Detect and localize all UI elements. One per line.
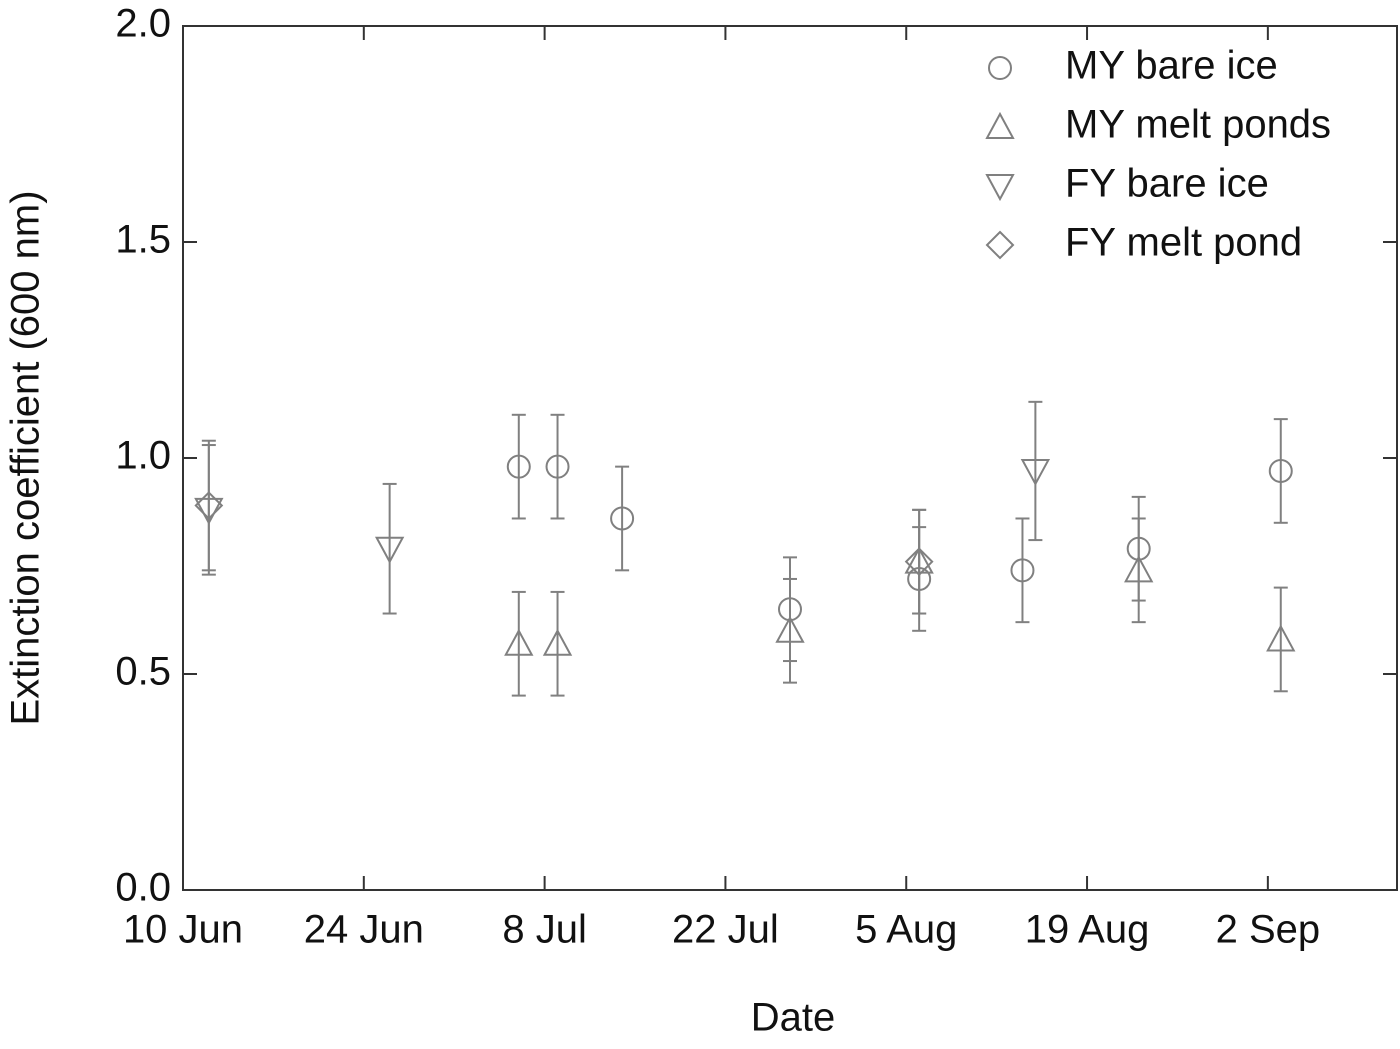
y-tick-label: 1.5 <box>115 218 171 262</box>
marker <box>1124 555 1154 583</box>
marker <box>542 628 573 656</box>
marker <box>904 547 934 577</box>
marker <box>1020 458 1051 487</box>
legend-marker <box>985 230 1015 260</box>
plot-frame <box>182 25 1398 891</box>
legend-label: FY bare ice <box>1065 162 1269 206</box>
x-tick-label: 24 Jun <box>304 908 424 952</box>
marker <box>374 536 405 564</box>
marker <box>775 615 805 643</box>
marker <box>610 506 635 531</box>
marker <box>1266 624 1296 652</box>
x-tick-label: 8 Jul <box>502 908 587 952</box>
y-axis-label: Extinction coefficient (600 nm) <box>4 190 48 725</box>
legend-marker <box>985 174 1015 202</box>
marker <box>545 454 570 479</box>
x-tick-label: 10 Jun <box>123 908 243 952</box>
x-tick-label: 5 Aug <box>855 908 957 952</box>
legend-label: MY melt ponds <box>1065 103 1331 147</box>
y-tick-label: 2.0 <box>115 2 171 46</box>
marker <box>506 454 531 479</box>
x-tick-label: 19 Aug <box>1025 908 1150 952</box>
marker <box>1010 558 1035 583</box>
marker <box>504 628 534 656</box>
y-tick-label: 0.5 <box>115 650 171 694</box>
legend-marker <box>985 111 1015 139</box>
legend-marker <box>988 56 1012 80</box>
legend-label: MY bare ice <box>1065 44 1278 88</box>
legend-label: FY melt pond <box>1065 221 1302 265</box>
marker <box>194 491 224 520</box>
marker <box>1268 458 1293 483</box>
x-tick-label: 22 Jul <box>672 908 779 952</box>
x-tick-label: 2 Sep <box>1216 908 1321 952</box>
x-axis-label: Date <box>751 996 836 1040</box>
y-tick-label: 0.0 <box>115 866 171 910</box>
y-tick-label: 1.0 <box>115 434 171 478</box>
